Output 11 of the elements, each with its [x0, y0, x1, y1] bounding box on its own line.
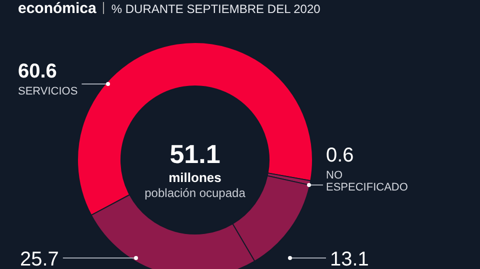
data-label: 25.7: [20, 248, 59, 269]
data-label: 60.6: [18, 60, 57, 83]
chart-subtitle: % DURANTE SEPTIEMBRE DEL 2020: [111, 2, 320, 16]
chart-title: económica: [18, 0, 96, 17]
data-label: 13.1: [330, 248, 369, 269]
slice-label: SERVICIOS: [18, 86, 78, 98]
data-label: 0.6: [326, 144, 354, 167]
text: población ocupada: [144, 186, 246, 200]
text: 51.1: [170, 139, 220, 169]
slice-label: NO ESPECIFICADO: [326, 170, 408, 194]
text: millones: [168, 170, 222, 185]
